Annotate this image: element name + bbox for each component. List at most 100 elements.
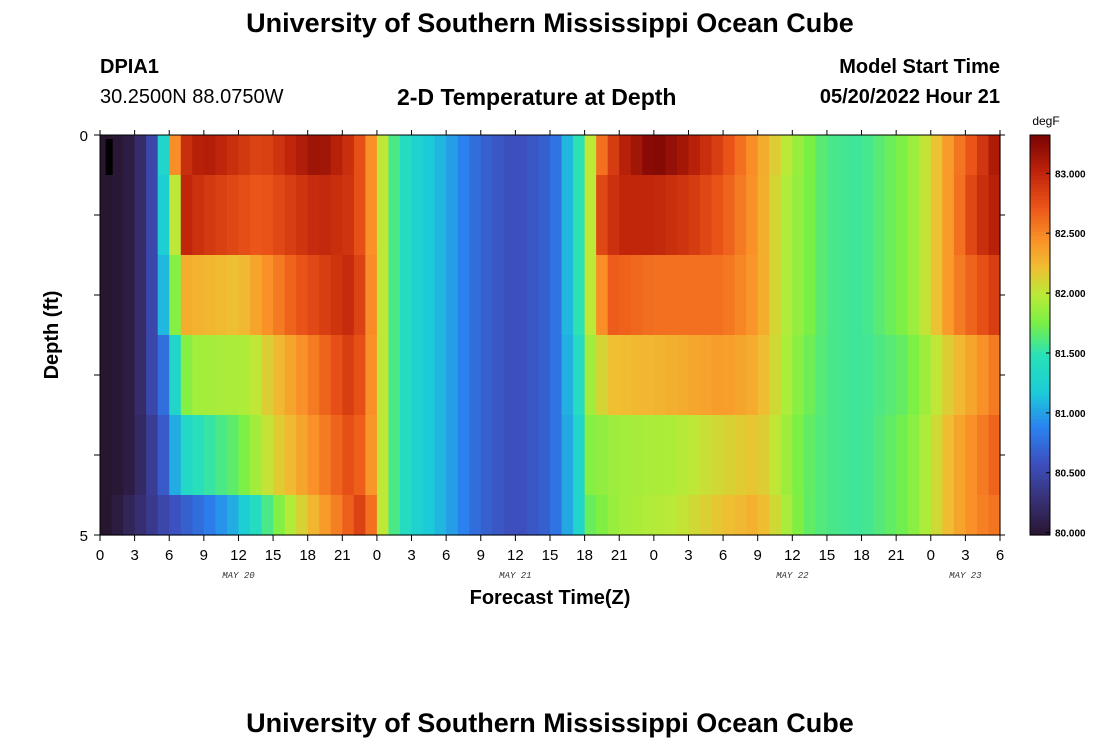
colorbar-segment [1030,183,1050,188]
heatmap-cell [169,335,182,416]
heatmap-cell [850,495,863,536]
heatmap-cell [353,495,366,536]
heatmap-cell [376,495,390,536]
heatmap-cell [307,255,320,336]
heatmap-cell [942,335,955,416]
x-tick-label: 9 [200,547,208,564]
heatmap-cell [492,495,505,536]
heatmap-cell [630,135,643,176]
heatmap-cell [792,415,805,496]
main-title: University of Southern Mississippi Ocean… [246,8,854,38]
heatmap-cell [965,175,978,256]
colorbar-segment [1030,223,1050,228]
heatmap-cell [653,255,666,336]
colorbar-segment [1030,163,1050,168]
colorbar-tick-label: 80.000 [1055,529,1086,540]
heatmap-cell [838,415,851,496]
heatmap-cell [492,135,505,176]
x-tick-label: 0 [927,547,935,564]
heatmap-cell [411,415,424,496]
heatmap-cell [123,175,136,256]
heatmap-cell [169,495,182,536]
heatmap-cell [896,135,909,176]
heatmap-cell [169,255,182,336]
colorbar-tick-label: 82.500 [1055,229,1086,240]
heatmap-cell [319,415,332,496]
heatmap-cell [423,495,436,536]
x-tick-label: 12 [230,547,247,564]
heatmap-cell [469,335,482,416]
heatmap-cell [411,135,424,176]
heatmap-cell [884,135,897,176]
heatmap-cell [446,335,459,416]
heatmap-cell [550,335,563,416]
heatmap-cell [203,335,216,416]
heatmap-cell [273,175,286,256]
colorbar-segment [1030,287,1050,292]
heatmap-cell [642,335,655,416]
heatmap-cell [665,255,678,336]
heatmap-cell [203,495,216,536]
colorbar-segment [1030,479,1050,484]
heatmap-cell [296,255,309,336]
heatmap-cell [134,335,147,416]
heatmap-cell [896,415,909,496]
heatmap-cell [376,175,390,256]
heatmap-cell [492,255,505,336]
x-tick-label: 3 [407,547,415,564]
heatmap-cell [411,335,424,416]
heatmap-cell [838,135,851,176]
heatmap-cell [826,495,840,536]
heatmap-cell [376,255,390,336]
heatmap-cell [330,495,343,536]
heatmap-cell [676,335,690,416]
colorbar-segment [1030,271,1050,276]
colorbar-segment [1030,451,1050,456]
heatmap-cell [469,255,482,336]
x-tick-label: 21 [888,547,905,564]
heatmap-cell [250,415,263,496]
heatmap-cell [665,415,678,496]
heatmap-cell [203,175,216,256]
colorbar-segment [1030,283,1050,288]
heatmap-cell [446,175,459,256]
heatmap-cell [215,495,228,536]
colorbar-segment [1030,347,1050,352]
heatmap-cell [561,415,574,496]
heatmap-cell [515,135,528,176]
heatmap-cell [665,175,678,256]
heatmap-cell [515,175,528,256]
heatmap-cell [619,415,632,496]
heatmap-cell [988,495,1001,536]
heatmap-cell [365,335,378,416]
colorbar-segment [1030,207,1050,212]
heatmap-cell [919,175,932,256]
heatmap-cell [492,415,505,496]
colorbar-segment [1030,463,1050,468]
heatmap-cell [538,135,551,176]
heatmap-cell [457,495,470,536]
colorbar-segment [1030,375,1050,380]
heatmap-cell [192,175,205,256]
heatmap-cell [284,255,297,336]
colorbar-segment [1030,147,1050,152]
heatmap-cell [411,495,424,536]
colorbar-segment [1030,511,1050,516]
heatmap-cell [630,415,643,496]
heatmap-cell [573,415,586,496]
heatmap-cell [653,335,666,416]
model-start-label: Model Start Time [839,56,1000,78]
heatmap-cell [607,415,620,496]
heatmap-cell [503,255,516,336]
heatmap-cell [596,415,609,496]
heatmap-cell [538,415,551,496]
heatmap-cell [619,175,632,256]
colorbar-segment [1030,311,1050,316]
heatmap-cell [700,495,713,536]
heatmap-cell [619,255,632,336]
heatmap-cell [803,255,816,336]
heatmap-cell [146,415,159,496]
heatmap-cell [665,335,678,416]
heatmap-cell [584,335,597,416]
heatmap-cell [803,335,816,416]
